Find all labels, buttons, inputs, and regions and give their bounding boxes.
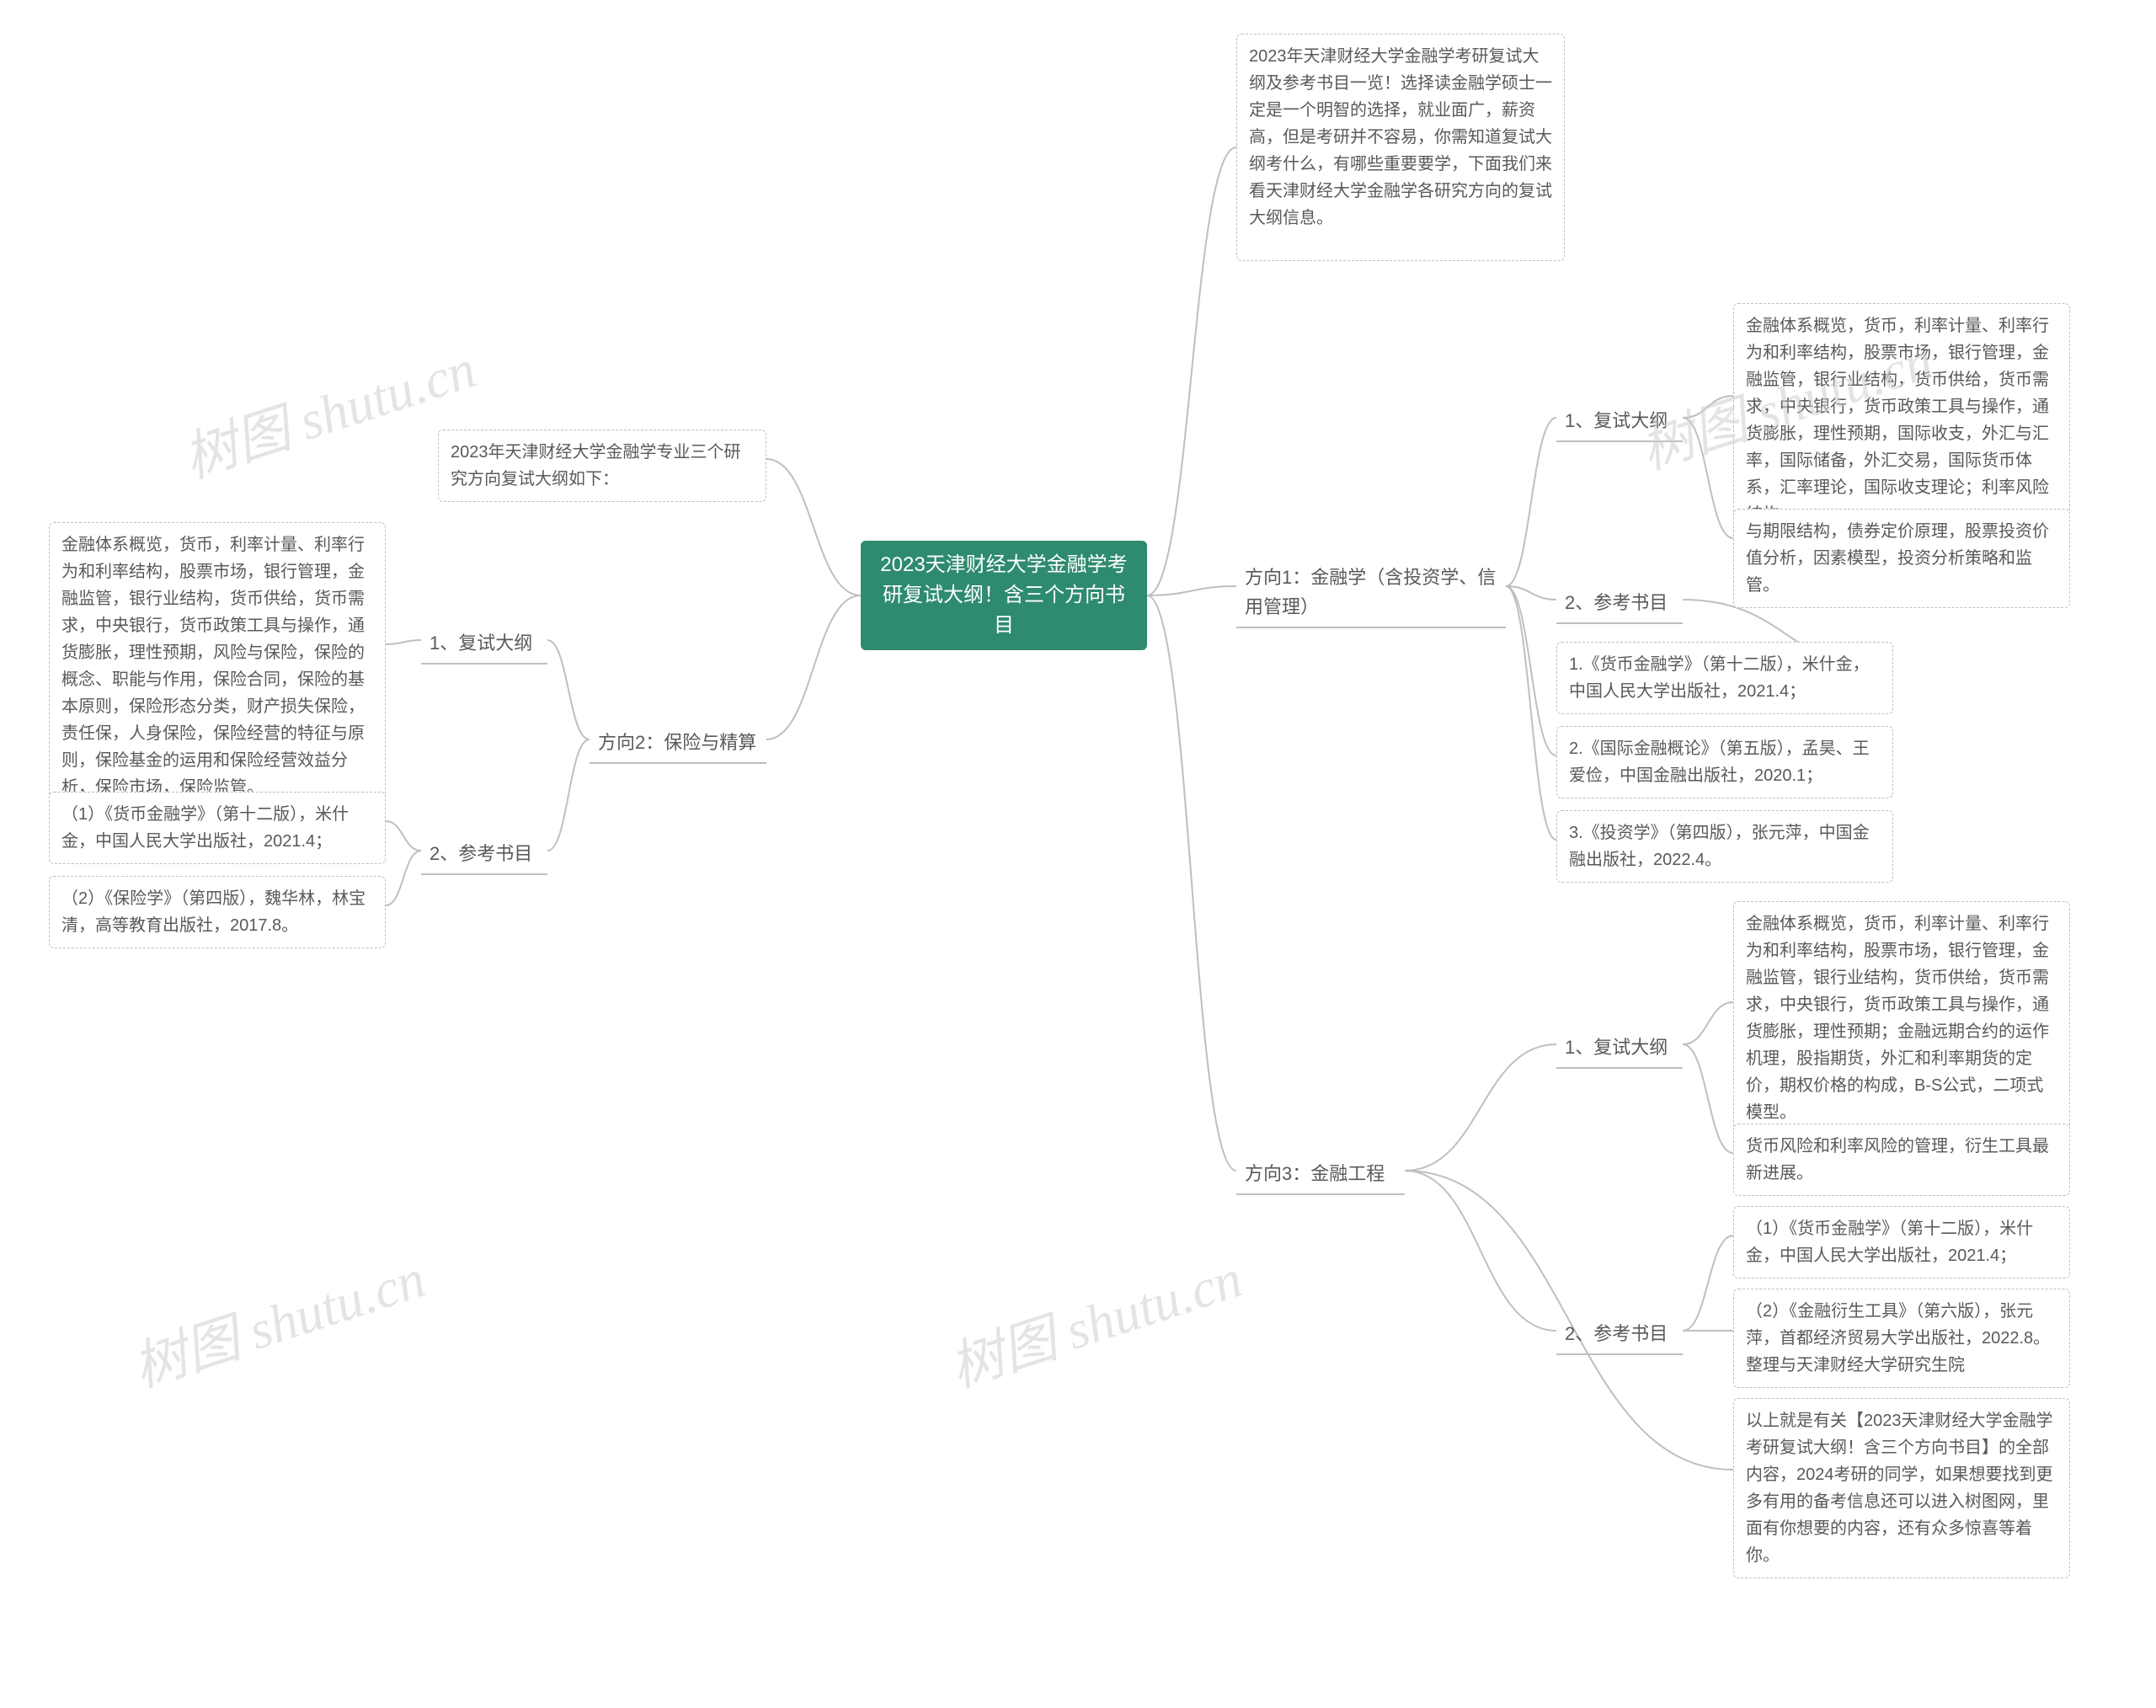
node-text-dir3_books_label: 2、参考书目	[1565, 1323, 1668, 1344]
node-dir1_book2: 2.《国际金融概论》（第五版），孟昊、王爱俭，中国金融出版社，2020.1；	[1556, 726, 1893, 798]
node-text-closing: 以上就是有关【2023天津财经大学金融学考研复试大纲！含三个方向书目】的全部内容…	[1746, 1412, 2053, 1565]
node-dir3_outline_label: 1、复试大纲	[1556, 1027, 1683, 1069]
node-dir3_book2: （2）《金融衍生工具》（第六版），张元萍，首都经济贸易大学出版社，2022.8。…	[1733, 1289, 2070, 1388]
node-text-dir2: 方向2：保险与精算	[598, 732, 756, 753]
node-dir2_books_label: 2、参考书目	[421, 834, 547, 875]
node-text-dir2_books_label: 2、参考书目	[430, 843, 532, 864]
node-left_intro: 2023年天津财经大学金融学专业三个研究方向复试大纲如下：	[438, 430, 766, 502]
node-dir3: 方向3：金融工程	[1236, 1154, 1405, 1195]
node-text-dir1_outline_a: 金融体系概览，货币，利率计量、利率行为和利率结构，股票市场，银行管理，金融监管，…	[1746, 317, 2049, 524]
node-text-dir3_outline_a: 金融体系概览，货币，利率计量、利率行为和利率结构，股票市场，银行管理，金融监管，…	[1746, 915, 2049, 1122]
node-text-dir2_book1: （1）《货币金融学》（第十二版），米什金，中国人民大学出版社，2021.4；	[61, 805, 349, 851]
node-dir2_book1: （1）《货币金融学》（第十二版），米什金，中国人民大学出版社，2021.4；	[49, 792, 386, 864]
node-text-dir2_outline_a: 金融体系概览，货币，利率计量、利率行为和利率结构，股票市场，银行管理，金融监管，…	[61, 536, 365, 797]
node-dir1_books_label: 2、参考书目	[1556, 583, 1683, 624]
node-text-dir1: 方向1：金融学（含投资学、信用管理）	[1245, 567, 1496, 617]
node-text-dir1_book1: 1.《货币金融学》（第十二版），米什金，中国人民大学出版社，2021.4；	[1569, 655, 1870, 701]
node-text-dir1_book3: 3.《投资学》（第四版），张元萍，中国金融出版社，2022.4。	[1569, 824, 1870, 869]
center-topic-text: 2023天津财经大学金融学考研复试大纲！含三个方向书目	[876, 550, 1132, 641]
node-dir3_outline_b: 货币风险和利率风险的管理，衍生工具最新进展。	[1733, 1124, 2070, 1196]
node-text-dir1_outline_label: 1、复试大纲	[1565, 410, 1668, 431]
watermark-text: 树图 shutu.cn	[939, 1236, 1251, 1402]
node-text-dir2_book2: （2）《保险学》（第四版），魏华林，林宝清，高等教育出版社，2017.8。	[61, 889, 366, 935]
node-text-dir2_outline_label: 1、复试大纲	[430, 632, 532, 654]
node-dir1: 方向1：金融学（含投资学、信用管理）	[1236, 558, 1506, 628]
node-text-dir3_outline_b: 货币风险和利率风险的管理，衍生工具最新进展。	[1746, 1137, 2049, 1182]
node-dir2: 方向2：保险与精算	[590, 723, 766, 764]
node-dir1_outline_label: 1、复试大纲	[1556, 401, 1683, 442]
node-dir1_outline_b: 与期限结构，债券定价原理，股票投资价值分析，因素模型，投资分析策略和监管。	[1733, 509, 2070, 608]
node-dir3_outline_a: 金融体系概览，货币，利率计量、利率行为和利率结构，股票市场，银行管理，金融监管，…	[1733, 901, 2070, 1135]
node-closing: 以上就是有关【2023天津财经大学金融学考研复试大纲！含三个方向书目】的全部内容…	[1733, 1398, 2070, 1578]
node-dir1_book3: 3.《投资学》（第四版），张元萍，中国金融出版社，2022.4。	[1556, 810, 1893, 883]
node-dir1_outline_a: 金融体系概览，货币，利率计量、利率行为和利率结构，股票市场，银行管理，金融监管，…	[1733, 303, 2070, 537]
node-text-dir3_book2: （2）《金融衍生工具》（第六版），张元萍，首都经济贸易大学出版社，2022.8。…	[1746, 1302, 2050, 1374]
node-text-dir1_book2: 2.《国际金融概论》（第五版），孟昊、王爱俭，中国金融出版社，2020.1；	[1569, 739, 1870, 785]
node-dir2_outline_a: 金融体系概览，货币，利率计量、利率行为和利率结构，股票市场，银行管理，金融监管，…	[49, 522, 386, 810]
watermark-text: 树图 shutu.cn	[122, 1236, 434, 1402]
node-dir2_outline_label: 1、复试大纲	[421, 623, 547, 665]
node-text-left_intro: 2023年天津财经大学金融学专业三个研究方向复试大纲如下：	[451, 443, 741, 488]
node-dir3_book1: （1）《货币金融学》（第十二版），米什金，中国人民大学出版社，2021.4；	[1733, 1206, 2070, 1278]
node-dir3_books_label: 2、参考书目	[1556, 1314, 1683, 1355]
node-text-dir1_outline_b: 与期限结构，债券定价原理，股票投资价值分析，因素模型，投资分析策略和监管。	[1746, 522, 2049, 595]
node-text-dir1_books_label: 2、参考书目	[1565, 592, 1668, 613]
node-intro: 2023年天津财经大学金融学考研复试大纲及参考书目一览！选择读金融学硕士一定是一…	[1236, 34, 1565, 261]
center-topic: 2023天津财经大学金融学考研复试大纲！含三个方向书目	[861, 541, 1147, 650]
node-text-intro: 2023年天津财经大学金融学考研复试大纲及参考书目一览！选择读金融学硕士一定是一…	[1249, 47, 1552, 227]
node-dir1_book1: 1.《货币金融学》（第十二版），米什金，中国人民大学出版社，2021.4；	[1556, 642, 1893, 714]
node-text-dir3: 方向3：金融工程	[1245, 1163, 1385, 1184]
node-text-dir3_outline_label: 1、复试大纲	[1565, 1037, 1668, 1058]
node-text-dir3_book1: （1）《货币金融学》（第十二版），米什金，中国人民大学出版社，2021.4；	[1746, 1220, 2033, 1265]
node-dir2_book2: （2）《保险学》（第四版），魏华林，林宝清，高等教育出版社，2017.8。	[49, 876, 386, 948]
